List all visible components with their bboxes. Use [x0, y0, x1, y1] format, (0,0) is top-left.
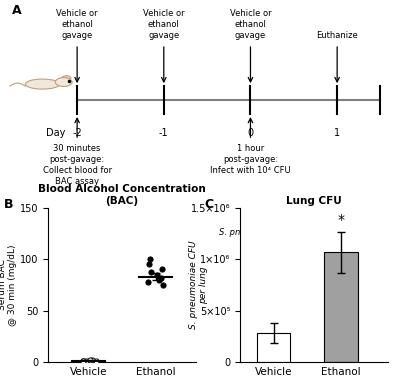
Text: -2: -2 [72, 128, 82, 138]
Circle shape [62, 76, 71, 80]
Text: A: A [12, 4, 22, 17]
Text: S. pneumoniae CFU
per lung: S. pneumoniae CFU per lung [189, 241, 208, 329]
Point [148, 268, 154, 275]
Point [92, 358, 99, 364]
Y-axis label: Serum BAC
@ 30 min (mg/dL): Serum BAC @ 30 min (mg/dL) [0, 244, 17, 326]
Text: 30 minutes
post-gavage:
Collect blood for
BAC assay: 30 minutes post-gavage: Collect blood fo… [42, 144, 112, 186]
Point [87, 357, 93, 363]
Point [83, 358, 90, 365]
Text: 0: 0 [248, 128, 254, 138]
Point [156, 277, 162, 283]
Point [158, 275, 164, 281]
Bar [324, 252, 358, 362]
Text: B: B [4, 198, 14, 211]
Text: 1 hour
post-gavage:
Infect with 10⁴ CFU: 1 hour post-gavage: Infect with 10⁴ CFU [210, 144, 291, 175]
Circle shape [55, 78, 72, 87]
Ellipse shape [25, 79, 60, 89]
Point [158, 266, 165, 273]
Text: C: C [204, 198, 213, 211]
Point [80, 358, 86, 364]
Text: -1: -1 [159, 128, 169, 138]
Text: Vehicle or
ethanol
gavage: Vehicle or ethanol gavage [143, 9, 185, 40]
Text: Vehicle or
ethanol
gavage: Vehicle or ethanol gavage [230, 9, 271, 40]
Text: 1: 1 [334, 128, 340, 138]
Text: Vehicle or
ethanol
gavage: Vehicle or ethanol gavage [56, 9, 98, 40]
Text: S. pneumoniae: S. pneumoniae [219, 228, 282, 237]
Point [145, 261, 152, 268]
Point [147, 256, 154, 262]
Point [145, 279, 151, 285]
Title: Blood Alcohol Concentration
(BAC): Blood Alcohol Concentration (BAC) [38, 184, 206, 206]
Point [160, 282, 166, 288]
Text: Euthanize: Euthanize [316, 31, 358, 40]
Point [154, 271, 160, 278]
Point [80, 358, 86, 364]
Point [89, 357, 95, 363]
Bar [257, 333, 290, 362]
Title: Lung CFU: Lung CFU [286, 196, 342, 206]
Text: Day: Day [46, 128, 66, 138]
Text: *: * [338, 213, 344, 228]
